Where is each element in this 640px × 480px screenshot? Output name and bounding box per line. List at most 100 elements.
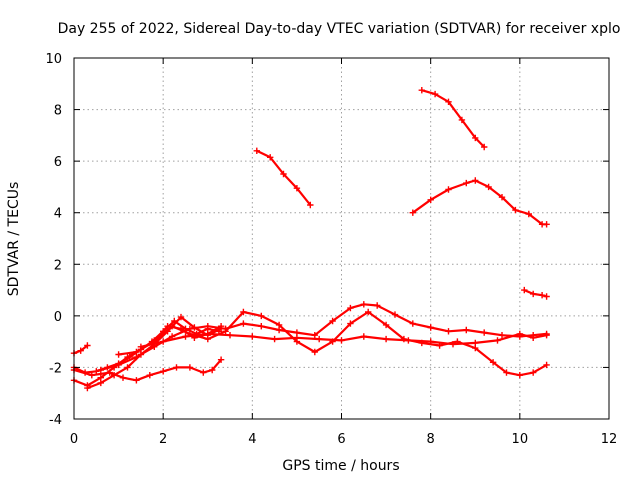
data-point	[463, 179, 470, 187]
data-series	[70, 87, 550, 392]
data-point	[316, 335, 323, 343]
grid	[74, 58, 609, 419]
data-point	[119, 374, 127, 381]
series-s9	[253, 147, 314, 209]
data-point	[267, 154, 274, 161]
data-point	[543, 332, 550, 339]
data-point	[258, 323, 265, 330]
data-point	[374, 302, 381, 309]
x-tick-label: 10	[512, 432, 529, 447]
data-point	[498, 194, 506, 201]
data-point	[182, 333, 189, 340]
data-point	[173, 364, 180, 371]
data-point	[97, 366, 104, 374]
data-point	[311, 332, 318, 339]
data-point	[200, 369, 207, 376]
data-point	[382, 335, 390, 343]
series-s4	[84, 313, 225, 392]
data-point	[253, 147, 260, 154]
data-point	[418, 87, 425, 94]
data-point	[222, 328, 229, 335]
data-point	[485, 183, 492, 191]
data-point	[409, 320, 416, 327]
data-point	[347, 304, 354, 312]
data-point	[204, 330, 211, 338]
data-point	[186, 364, 194, 371]
data-point	[498, 332, 506, 339]
data-point	[360, 301, 367, 308]
x-tick-label: 2	[159, 432, 167, 447]
data-point	[146, 372, 153, 379]
data-point	[458, 116, 466, 124]
data-point	[427, 338, 434, 345]
data-point	[240, 320, 247, 327]
data-point	[530, 290, 537, 298]
data-point	[543, 361, 550, 369]
y-tick-label: -2	[49, 361, 62, 376]
data-point	[543, 221, 550, 228]
data-point	[137, 343, 145, 350]
series-trace	[139, 332, 548, 348]
data-point	[530, 369, 537, 376]
x-tick-label: 6	[337, 432, 345, 447]
data-point	[168, 323, 176, 330]
series-trace	[411, 179, 548, 226]
data-point	[338, 337, 345, 344]
y-tick-label: -4	[49, 413, 62, 428]
data-point	[543, 293, 550, 300]
data-point	[427, 324, 434, 331]
data-point	[463, 326, 470, 334]
series-s10	[418, 87, 488, 151]
data-point	[405, 337, 412, 344]
data-point	[516, 372, 523, 379]
data-point	[431, 90, 439, 98]
data-point	[347, 320, 354, 327]
data-point	[494, 337, 501, 344]
series-s12	[521, 286, 550, 300]
x-tick-label: 8	[427, 432, 435, 447]
data-point	[204, 323, 211, 330]
data-point	[275, 321, 283, 329]
data-point	[329, 317, 336, 325]
data-point	[512, 206, 519, 214]
data-point	[88, 372, 95, 379]
data-point	[472, 177, 479, 184]
data-point	[516, 330, 523, 338]
chart-title: Day 255 of 2022, Sidereal Day-to-day VTE…	[58, 21, 621, 37]
data-point	[115, 351, 122, 358]
series-trace	[255, 149, 312, 207]
data-point	[538, 292, 546, 299]
series-s6	[97, 301, 550, 374]
data-point	[249, 333, 256, 340]
data-point	[427, 196, 434, 203]
data-point	[530, 334, 537, 341]
y-tick-label: 2	[54, 258, 62, 273]
data-point	[93, 368, 100, 375]
data-point	[160, 368, 167, 375]
data-point	[360, 333, 367, 340]
data-point	[106, 369, 113, 376]
data-point	[293, 334, 301, 341]
data-point	[481, 143, 488, 151]
y-axis-label: SDTVAR / TECUs	[6, 182, 22, 297]
data-point	[177, 313, 185, 321]
data-point	[382, 321, 390, 329]
data-point	[258, 312, 265, 320]
y-tick-label: 10	[45, 52, 62, 67]
x-tick-label: 0	[70, 432, 78, 447]
series-s8	[137, 330, 550, 350]
data-point	[133, 348, 140, 356]
data-point	[84, 342, 91, 349]
x-axis-label: GPS time / hours	[282, 458, 399, 474]
data-point	[391, 311, 399, 318]
data-point	[409, 209, 416, 216]
y-tick-label: 4	[54, 207, 62, 222]
x-tick-label: 12	[601, 432, 618, 447]
x-tick-label: 4	[248, 432, 256, 447]
data-point	[77, 347, 84, 354]
y-tick-label: 0	[54, 310, 62, 325]
data-point	[481, 329, 488, 336]
data-point	[445, 328, 452, 335]
data-point	[472, 134, 479, 142]
y-tick-label: 8	[54, 104, 62, 119]
